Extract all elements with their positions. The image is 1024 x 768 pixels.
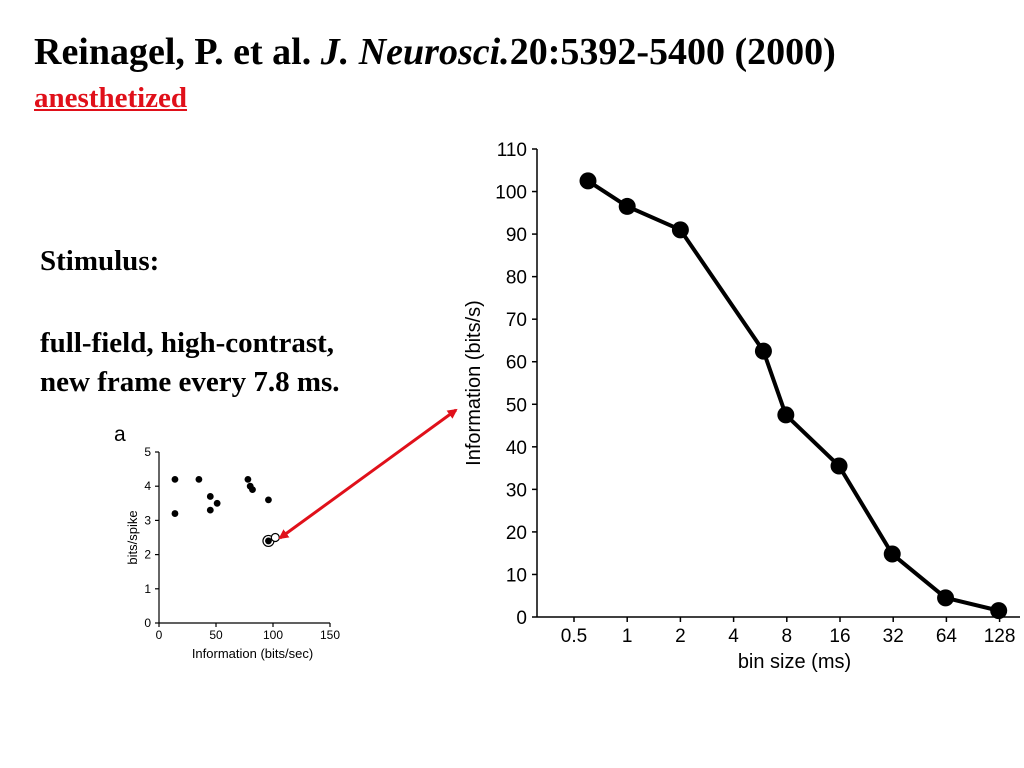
data-point <box>830 457 848 475</box>
data-point <box>579 172 597 190</box>
data-point <box>883 545 901 563</box>
x-tick-label: 0 <box>156 628 163 642</box>
x-tick-label: 128 <box>984 626 1016 647</box>
citation-journal-name: Neurosci. <box>358 31 510 73</box>
y-tick-label: 20 <box>506 523 527 544</box>
x-tick-label: 64 <box>936 626 958 647</box>
data-point <box>618 197 636 215</box>
open-point <box>270 532 280 543</box>
x-axis-title: Information (bits/sec) <box>192 646 313 661</box>
condition-label: anesthetized <box>34 82 188 114</box>
y-tick-label: 2 <box>144 548 151 562</box>
scatter-point <box>244 475 252 483</box>
data-point <box>754 342 772 360</box>
stimulus-line-1: full-field, high-contrast, <box>40 327 335 359</box>
panel-label: a <box>114 423 126 446</box>
data-point <box>671 221 689 239</box>
data-point <box>777 406 795 424</box>
scatter-point <box>265 496 272 504</box>
citation-volume-pages-year: 20:5392-5400 (2000) <box>509 31 836 73</box>
scatter-point <box>206 493 214 500</box>
stimulus-line-2: new frame every 7.8 ms. <box>40 366 340 398</box>
stimulus-heading: Stimulus: <box>40 245 160 277</box>
scatter-point <box>195 475 203 483</box>
citation-title: Reinagel, P. et al. J. Neurosci.20:5392-… <box>34 30 836 74</box>
y-tick-label: 3 <box>144 513 151 527</box>
x-tick-label: 2 <box>675 626 686 647</box>
main-chart: 0 10 20 30 40 50 60 70 80 90 100 110 0.5 1 2 4 8 16 32 64 12… <box>463 140 1020 673</box>
data-point <box>937 589 955 607</box>
data-point <box>990 602 1008 620</box>
information-line <box>586 179 1000 613</box>
x-tick-label: 0.5 <box>561 626 587 647</box>
y-tick-label: 0 <box>144 616 151 630</box>
y-axis-title: bits/spike <box>125 510 140 564</box>
x-tick-label: 16 <box>829 626 850 647</box>
y-tick-label: 1 <box>144 582 151 596</box>
x-tick-label: 1 <box>622 626 633 647</box>
y-axis-title: Information (bits/s) <box>463 300 485 466</box>
scatter-point <box>206 506 214 514</box>
y-tick-label: 5 <box>144 445 151 459</box>
y-tick-label: 60 <box>506 353 527 374</box>
y-tick-label: 70 <box>506 310 527 331</box>
y-tick-label: 50 <box>506 395 527 416</box>
y-tick-label: 80 <box>506 268 527 289</box>
y-tick-label: 110 <box>497 140 527 161</box>
scatter-point <box>171 475 179 483</box>
scatter-point <box>265 537 272 545</box>
x-tick-label: 32 <box>883 626 904 647</box>
y-tick-label: 10 <box>506 565 527 586</box>
citation-journal-j: J. <box>320 31 350 73</box>
x-tick-label: 100 <box>263 628 283 642</box>
y-tick-label: 90 <box>506 225 527 246</box>
x-tick-label: 8 <box>782 626 793 647</box>
citation-authors: Reinagel, P. et al. <box>34 31 312 73</box>
y-tick-label: 40 <box>506 438 527 459</box>
scatter-point <box>213 499 221 507</box>
link-arrow <box>278 408 458 540</box>
y-tick-label: 100 <box>495 183 527 204</box>
scatter-point <box>171 510 179 517</box>
y-tick-label: 4 <box>144 479 151 493</box>
y-tick-label: 0 <box>516 608 527 629</box>
x-tick-label: 150 <box>320 628 340 642</box>
x-tick-label: 50 <box>209 628 223 642</box>
scatter-point <box>249 486 256 494</box>
x-tick-label: 4 <box>728 626 739 647</box>
x-axis-title: bin size (ms) <box>738 651 851 673</box>
y-tick-label: 30 <box>506 480 527 501</box>
